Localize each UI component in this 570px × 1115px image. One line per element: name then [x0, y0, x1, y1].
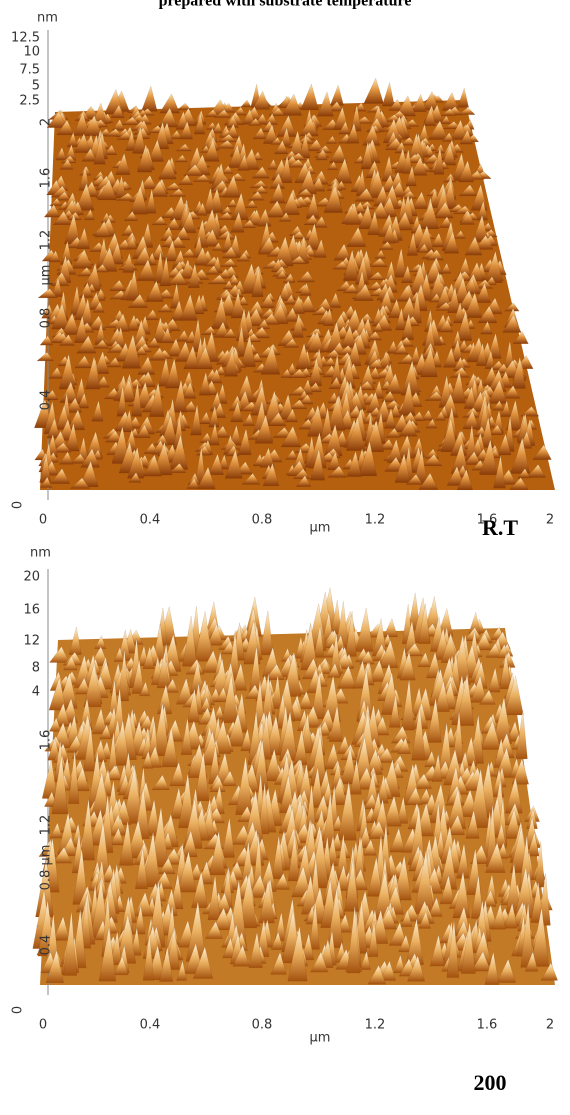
- y-tick-label: 1.2: [39, 230, 54, 251]
- x-tick-label: 0: [39, 1018, 47, 1033]
- x-tick-label: 0.8: [252, 1018, 273, 1033]
- surface-spike: [458, 88, 469, 107]
- z-tick-label: 10: [23, 45, 40, 60]
- y-tick-label: 2: [39, 118, 54, 126]
- z-unit: nm: [37, 11, 58, 26]
- surface-spike: [241, 100, 251, 107]
- y-tick-label: 0.8: [39, 870, 54, 891]
- z-unit: nm: [30, 546, 51, 561]
- z-tick-label: 20: [23, 570, 40, 585]
- surface-spike: [301, 84, 319, 110]
- z-tick-label: 8: [32, 661, 40, 676]
- title: prepared with substrate temperature: [159, 0, 412, 10]
- x-tick-label: 1.2: [365, 1018, 386, 1033]
- surface-spike: [364, 78, 384, 103]
- afm-panel: nm 20 16 12 8 4 1.6 1.2 0.8 0.4 0 µm 0 0.4 0.8 1.2 1.6 2 µ…: [11, 546, 558, 1096]
- y-tick-label: 1.2: [39, 815, 54, 836]
- afm-panel: nm 12.510 7.552.5 2 1.6 1.2 0.8 0.4 0 µm 0 0.4 0.8 1.…: [11, 11, 556, 541]
- y-tick-label: 0.4: [39, 935, 54, 956]
- y-tick-label: 0.4: [39, 390, 54, 411]
- z-tick-label: 16: [23, 603, 40, 618]
- x-tick-label: 0.4: [140, 1018, 161, 1033]
- z-tick-label: 5: [32, 79, 40, 94]
- panel-label: 200: [474, 1070, 507, 1095]
- x-unit: µm: [310, 1031, 331, 1046]
- z-tick-label: 7.5: [19, 63, 40, 78]
- x-tick-label: 0.4: [140, 513, 161, 528]
- y-tick-label: 1.6: [39, 168, 54, 189]
- y-tick-label: 0: [11, 1006, 26, 1014]
- y-unit: µm: [39, 845, 54, 866]
- x-unit: µm: [310, 521, 331, 536]
- surface-spike: [260, 611, 273, 655]
- x-tick-label: 1.6: [477, 1018, 498, 1033]
- x-tick-label: 0.8: [252, 513, 273, 528]
- x-tick-label: 2: [546, 513, 554, 528]
- x-tick-label: 2: [546, 1018, 554, 1033]
- surface-spike: [382, 83, 394, 107]
- surface-spike: [383, 619, 397, 637]
- y-tick-label: 0.8: [39, 308, 54, 329]
- surface-spike: [356, 608, 373, 652]
- y-tick-label: 1.6: [39, 730, 54, 751]
- z-tick-label: 2.5: [19, 94, 40, 109]
- x-tick-label: 0: [39, 513, 47, 528]
- z-tick-label: 12: [23, 634, 40, 649]
- surface-spike: [141, 86, 157, 111]
- y-tick-label: 0: [11, 501, 26, 509]
- x-tick-label: 1.2: [365, 513, 386, 528]
- figure: prepared with substrate temperature nm 12…: [0, 0, 570, 1115]
- z-tick-label: 12.5: [11, 31, 40, 46]
- panel-label: R.T: [482, 515, 518, 540]
- z-tick-label: 4: [32, 685, 40, 700]
- y-unit: µm: [39, 265, 54, 286]
